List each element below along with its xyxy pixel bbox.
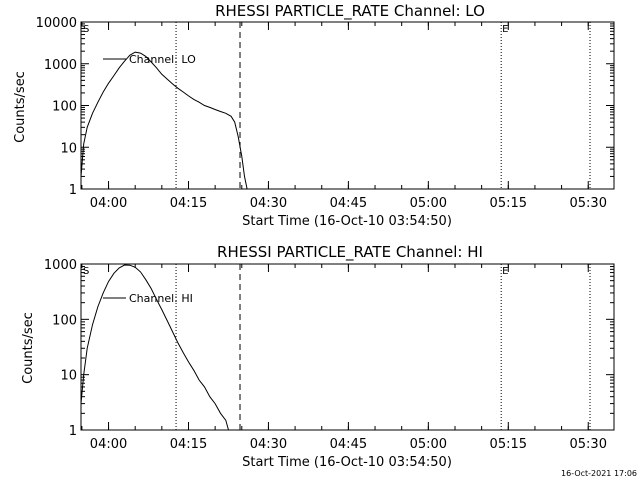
series-line: [80, 264, 229, 431]
x-tick-label: 05:15: [490, 196, 527, 211]
y-axis-label-hi: Counts/sec: [21, 312, 36, 384]
panel-lo: RHESSI PARTICLE_RATE Channel: LO Counts/…: [13, 2, 615, 229]
event-marker-s: S: [83, 266, 89, 277]
y-tick-label: 1: [69, 424, 77, 439]
x-tick-label: 04:45: [330, 196, 367, 211]
chart-title-lo: RHESSI PARTICLE_RATE Channel: LO: [215, 2, 485, 21]
x-tick-label: 04:45: [330, 437, 367, 452]
footer-timestamp: 16-Oct-2021 17:06: [561, 469, 637, 478]
event-marker-e: E: [502, 24, 508, 35]
x-tick-label: 04:00: [90, 437, 127, 452]
x-tick-label: 04:30: [250, 437, 287, 452]
legend-lo: Channel: LO: [103, 53, 196, 66]
legend-label-hi: Channel: HI: [129, 292, 193, 305]
panel-hi: RHESSI PARTICLE_RATE Channel: HI Counts/…: [21, 243, 615, 470]
x-tick-label: 04:15: [170, 437, 207, 452]
legend-hi: Channel: HI: [103, 292, 193, 305]
plot-frame-lo: [80, 21, 615, 190]
y-tick-label: 1: [69, 183, 77, 198]
x-tick-label: 05:15: [490, 437, 527, 452]
x-tick-label: 05:30: [570, 437, 607, 452]
event-marker-e: E: [502, 266, 508, 277]
y-axis-label-lo: Counts/sec: [13, 71, 28, 143]
y-tick-label: 10: [60, 369, 77, 384]
y-tick-label: 1000: [44, 58, 77, 73]
x-axis-label-hi: Start Time (16-Oct-10 03:54:50): [242, 455, 452, 470]
plot-area-lo: 1 10 100 1000 10000 04:00 04:15 04:30 04:45 05:00…: [36, 16, 614, 211]
legend-label-lo: Channel: LO: [129, 53, 196, 66]
x-tick-label: 05:30: [570, 196, 607, 211]
x-tick-label: 05:00: [410, 437, 447, 452]
plot-frame-hi: [80, 263, 615, 431]
x-tick-label: 04:30: [250, 196, 287, 211]
y-tick-label: 10000: [36, 16, 77, 31]
y-tick-label: 100: [52, 100, 77, 115]
x-axis-label-lo: Start Time (16-Oct-10 03:54:50): [242, 214, 452, 229]
y-tick-label: 10: [60, 141, 77, 156]
plot-area-hi: 1 10 100 1000 04:00 04:15 04:30 04:45 05:00 05:15…: [44, 258, 614, 452]
x-tick-label: 05:00: [410, 196, 447, 211]
y-tick-label: 1000: [44, 258, 77, 273]
y-tick-label: 100: [52, 313, 77, 328]
chart-title-hi: RHESSI PARTICLE_RATE Channel: HI: [217, 243, 483, 262]
x-tick-label: 04:00: [90, 196, 127, 211]
x-tick-label: 04:15: [170, 196, 207, 211]
event-marker-s: S: [83, 24, 89, 35]
series-line: [80, 51, 248, 190]
